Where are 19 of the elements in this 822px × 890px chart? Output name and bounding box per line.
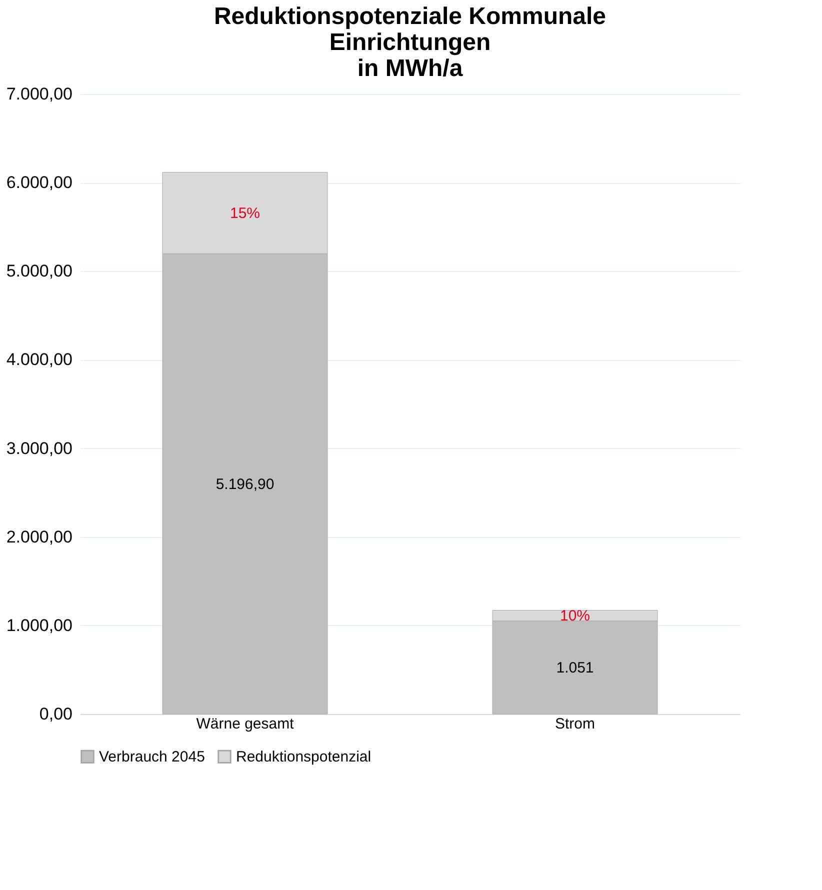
y-tick-label: 0,00 bbox=[39, 704, 72, 724]
text: Reduktionspotenziale Kommunale bbox=[214, 3, 606, 30]
y-tick-label: 7.000,00 bbox=[6, 84, 72, 104]
y-tick-label: 4.000,00 bbox=[6, 350, 72, 370]
data-label: 1.051 bbox=[556, 659, 594, 676]
y-tick-label: 3.000,00 bbox=[6, 438, 72, 458]
y-tick-label: 1.000,00 bbox=[6, 616, 72, 635]
legend-label: Verbrauch 2045 bbox=[99, 748, 205, 766]
annotation: 10% bbox=[560, 608, 590, 625]
text: Einrichtungen bbox=[329, 29, 491, 56]
data-label: 5.196,90 bbox=[216, 476, 274, 493]
annotation: 15% bbox=[230, 204, 260, 222]
legend-label: Reduktionspotenzial bbox=[236, 748, 372, 766]
text: in MWh/a bbox=[357, 55, 463, 82]
y-tick-label: 5.000,00 bbox=[6, 262, 72, 281]
y-tick-label: 6.000,00 bbox=[6, 173, 72, 192]
x-tick-label: Strom bbox=[554, 716, 596, 732]
y-tick-label: 2.000,00 bbox=[6, 527, 72, 546]
x-tick-label: Wärne gesamt bbox=[196, 716, 295, 732]
